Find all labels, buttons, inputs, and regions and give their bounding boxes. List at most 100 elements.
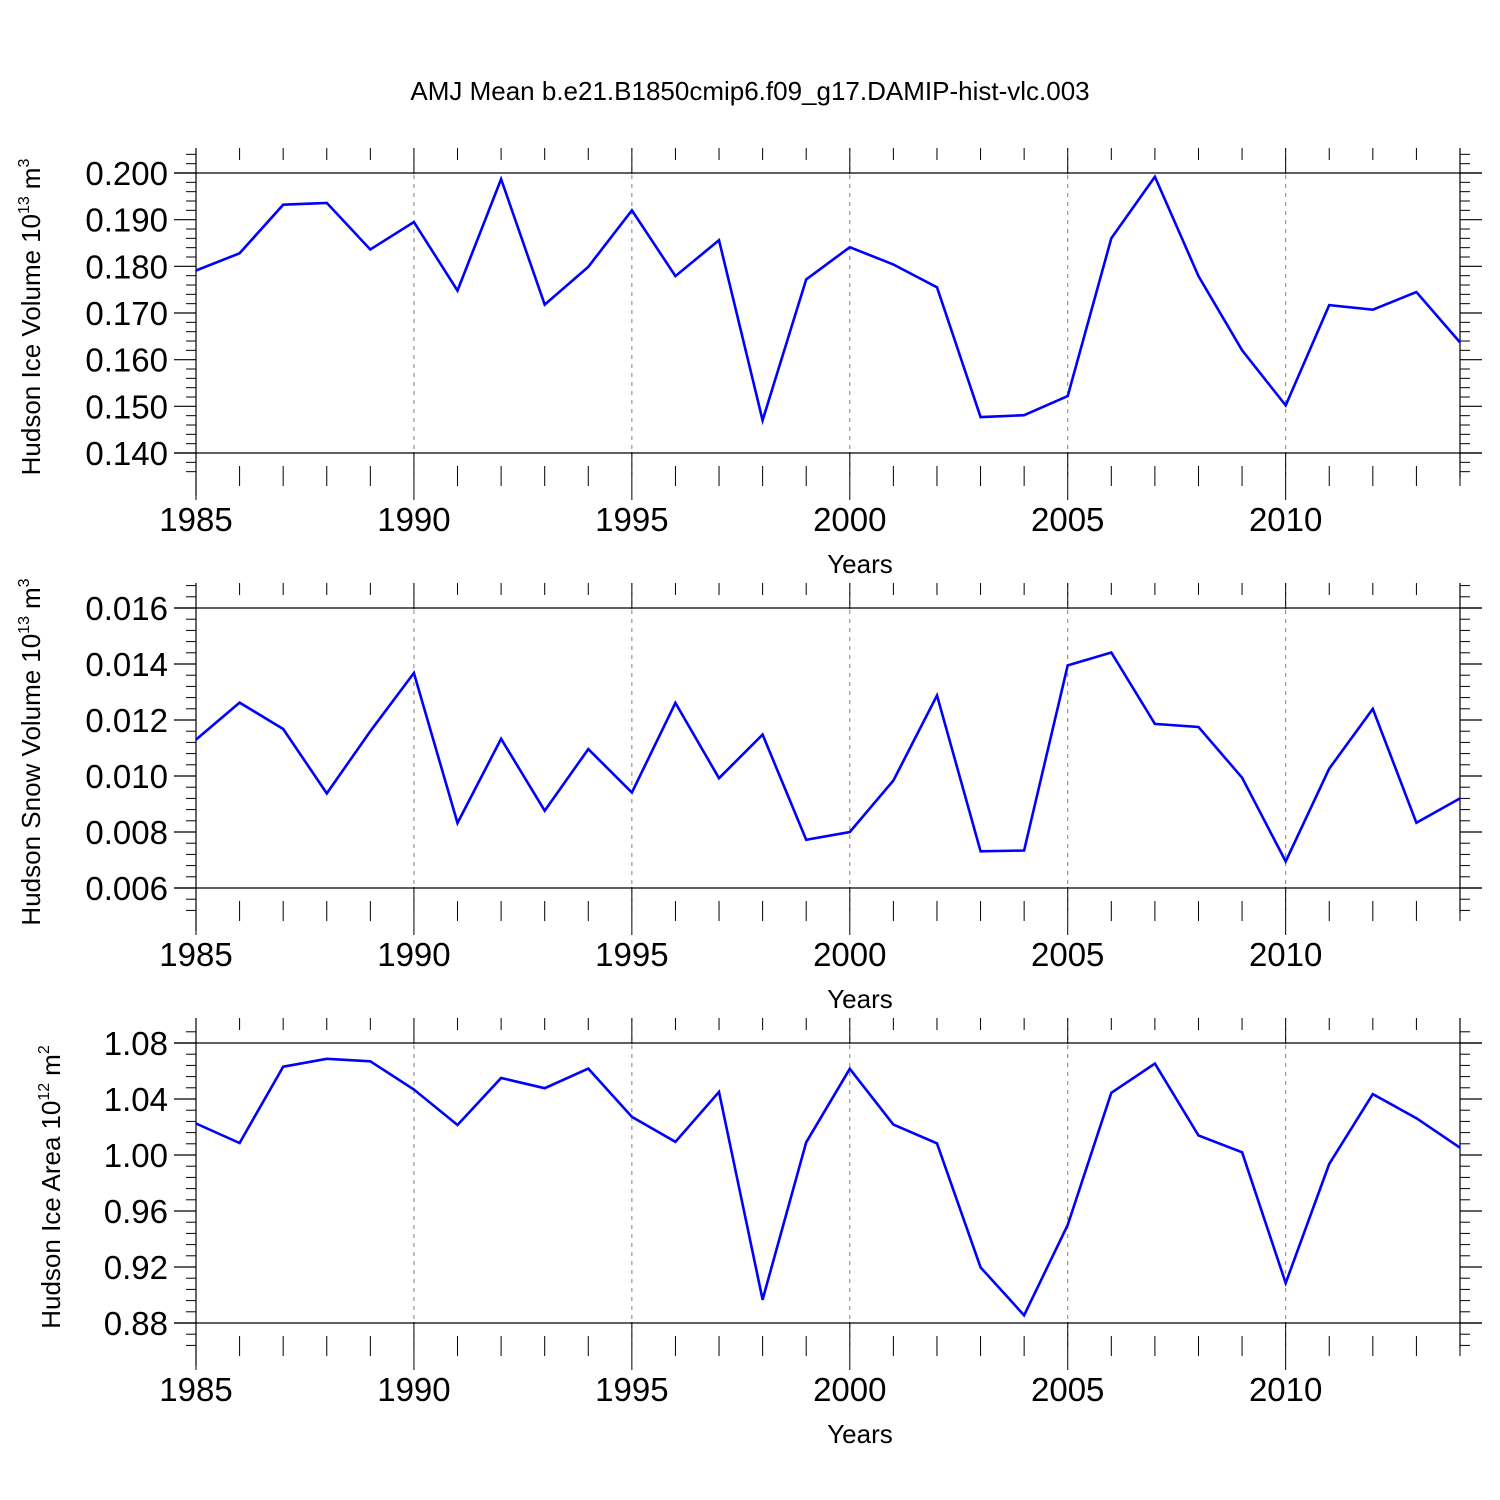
data-point (892, 1123, 895, 1126)
y-axis-unit: m (16, 587, 46, 609)
data-point (238, 1142, 241, 1144)
panel-2: 0.006 0.008 0.010 0.012 0.014 0.016 1985 1990 19… (16, 578, 1482, 1014)
data-point (805, 839, 808, 841)
data-point (631, 791, 633, 794)
data-point (500, 737, 502, 740)
x-tick-label: 2000 (813, 1371, 886, 1408)
x-tick-label: 1990 (377, 936, 450, 973)
y-axis-unit-power: 3 (16, 578, 33, 587)
data-point (1066, 664, 1069, 667)
data-point (238, 252, 241, 255)
y-tick-label: 0.140 (85, 435, 168, 472)
data-point (936, 286, 938, 289)
series-line (195, 650, 1461, 865)
y-axis-unit-exponent: 13 (16, 616, 33, 634)
data-point (1415, 291, 1418, 293)
data-point (1023, 1314, 1025, 1317)
data-point (282, 1065, 284, 1068)
data-point (892, 263, 895, 266)
y-tick-label: 0.016 (85, 590, 168, 627)
x-axis-label: Years (827, 984, 893, 1014)
x-tick-label: 1995 (595, 936, 668, 973)
data-point (238, 701, 241, 704)
data-point (1241, 1151, 1243, 1154)
y-axis-unit-power: 3 (16, 159, 33, 168)
data-point (848, 246, 851, 248)
data-point (1197, 726, 1200, 728)
y-tick-label: 0.180 (85, 248, 168, 285)
data-point (195, 269, 197, 272)
data-point (1372, 1093, 1374, 1095)
data-point (325, 202, 328, 204)
data-point (1197, 275, 1200, 277)
data-point (587, 266, 590, 268)
data-point (1110, 1092, 1113, 1094)
y-axis-label-text: Hudson Snow Volume (16, 670, 46, 926)
data-point (979, 416, 982, 418)
data-point (325, 1058, 328, 1060)
x-tick-label: 2010 (1249, 936, 1322, 973)
data-point (587, 1067, 590, 1070)
data-point (1066, 1224, 1069, 1226)
series-line (195, 174, 1461, 426)
data-point (848, 1067, 851, 1070)
data-point (979, 850, 982, 853)
data-point (761, 1298, 764, 1301)
y-tick-label: 0.006 (85, 870, 168, 907)
x-axis-label: Years (827, 549, 893, 579)
y-tick-label: 0.190 (85, 202, 168, 239)
data-point (1328, 1163, 1331, 1165)
y-tick-label: 0.170 (85, 295, 168, 332)
x-tick-label: 1985 (159, 936, 232, 973)
x-tick-label: 1995 (595, 501, 668, 538)
data-point (718, 239, 720, 241)
data-point (369, 1060, 372, 1063)
y-axis-label-text: Hudson Ice Volume (16, 250, 46, 475)
x-tick-label: 2010 (1249, 501, 1322, 538)
data-point (674, 1141, 677, 1143)
data-point (1284, 1282, 1287, 1284)
data-point (1415, 821, 1418, 824)
data-point (282, 728, 284, 730)
data-point (413, 1088, 415, 1091)
y-tick-label: 1.00 (104, 1137, 168, 1174)
x-tick-label: 2005 (1031, 501, 1104, 538)
data-point (1284, 404, 1287, 407)
x-tick-label: 1990 (377, 501, 450, 538)
y-tick-label: 0.92 (104, 1249, 168, 1286)
y-tick-label: 0.150 (85, 388, 168, 425)
data-point (456, 289, 459, 292)
data-point (1459, 797, 1461, 800)
data-point (195, 1122, 197, 1125)
data-point (369, 248, 372, 251)
x-tick-label: 2005 (1031, 936, 1104, 973)
data-point (674, 702, 677, 704)
data-point (1241, 776, 1243, 779)
data-point (1372, 308, 1374, 311)
data-point (456, 1124, 459, 1126)
data-point (761, 419, 764, 422)
x-tick-label: 1990 (377, 1371, 450, 1408)
data-point (413, 221, 415, 223)
y-axis-unit-base: 10 (16, 214, 46, 243)
data-point (1241, 349, 1243, 352)
data-point (456, 822, 459, 824)
data-point (195, 738, 197, 741)
data-point (1415, 1117, 1418, 1119)
y-tick-label: 0.010 (85, 758, 168, 795)
data-point (1154, 723, 1156, 725)
data-point (1023, 849, 1025, 852)
y-axis-label: Hudson Snow Volume 1013 m3 (16, 578, 46, 925)
chart-title: AMJ Mean b.e21.B1850cmip6.f09_g17.DAMIP-… (410, 76, 1089, 106)
y-tick-label: 0.012 (85, 702, 168, 739)
x-tick-label: 2000 (813, 936, 886, 973)
y-axis-unit-exponent: 12 (36, 1083, 53, 1101)
data-point (500, 178, 502, 180)
data-point (1154, 175, 1156, 178)
x-tick-label: 2005 (1031, 1371, 1104, 1408)
data-point (543, 303, 546, 306)
y-tick-label: 0.96 (104, 1193, 168, 1230)
y-axis-unit: m (36, 1054, 66, 1076)
y-axis-label: Hudson Ice Area 1012 m2 (36, 1045, 66, 1329)
